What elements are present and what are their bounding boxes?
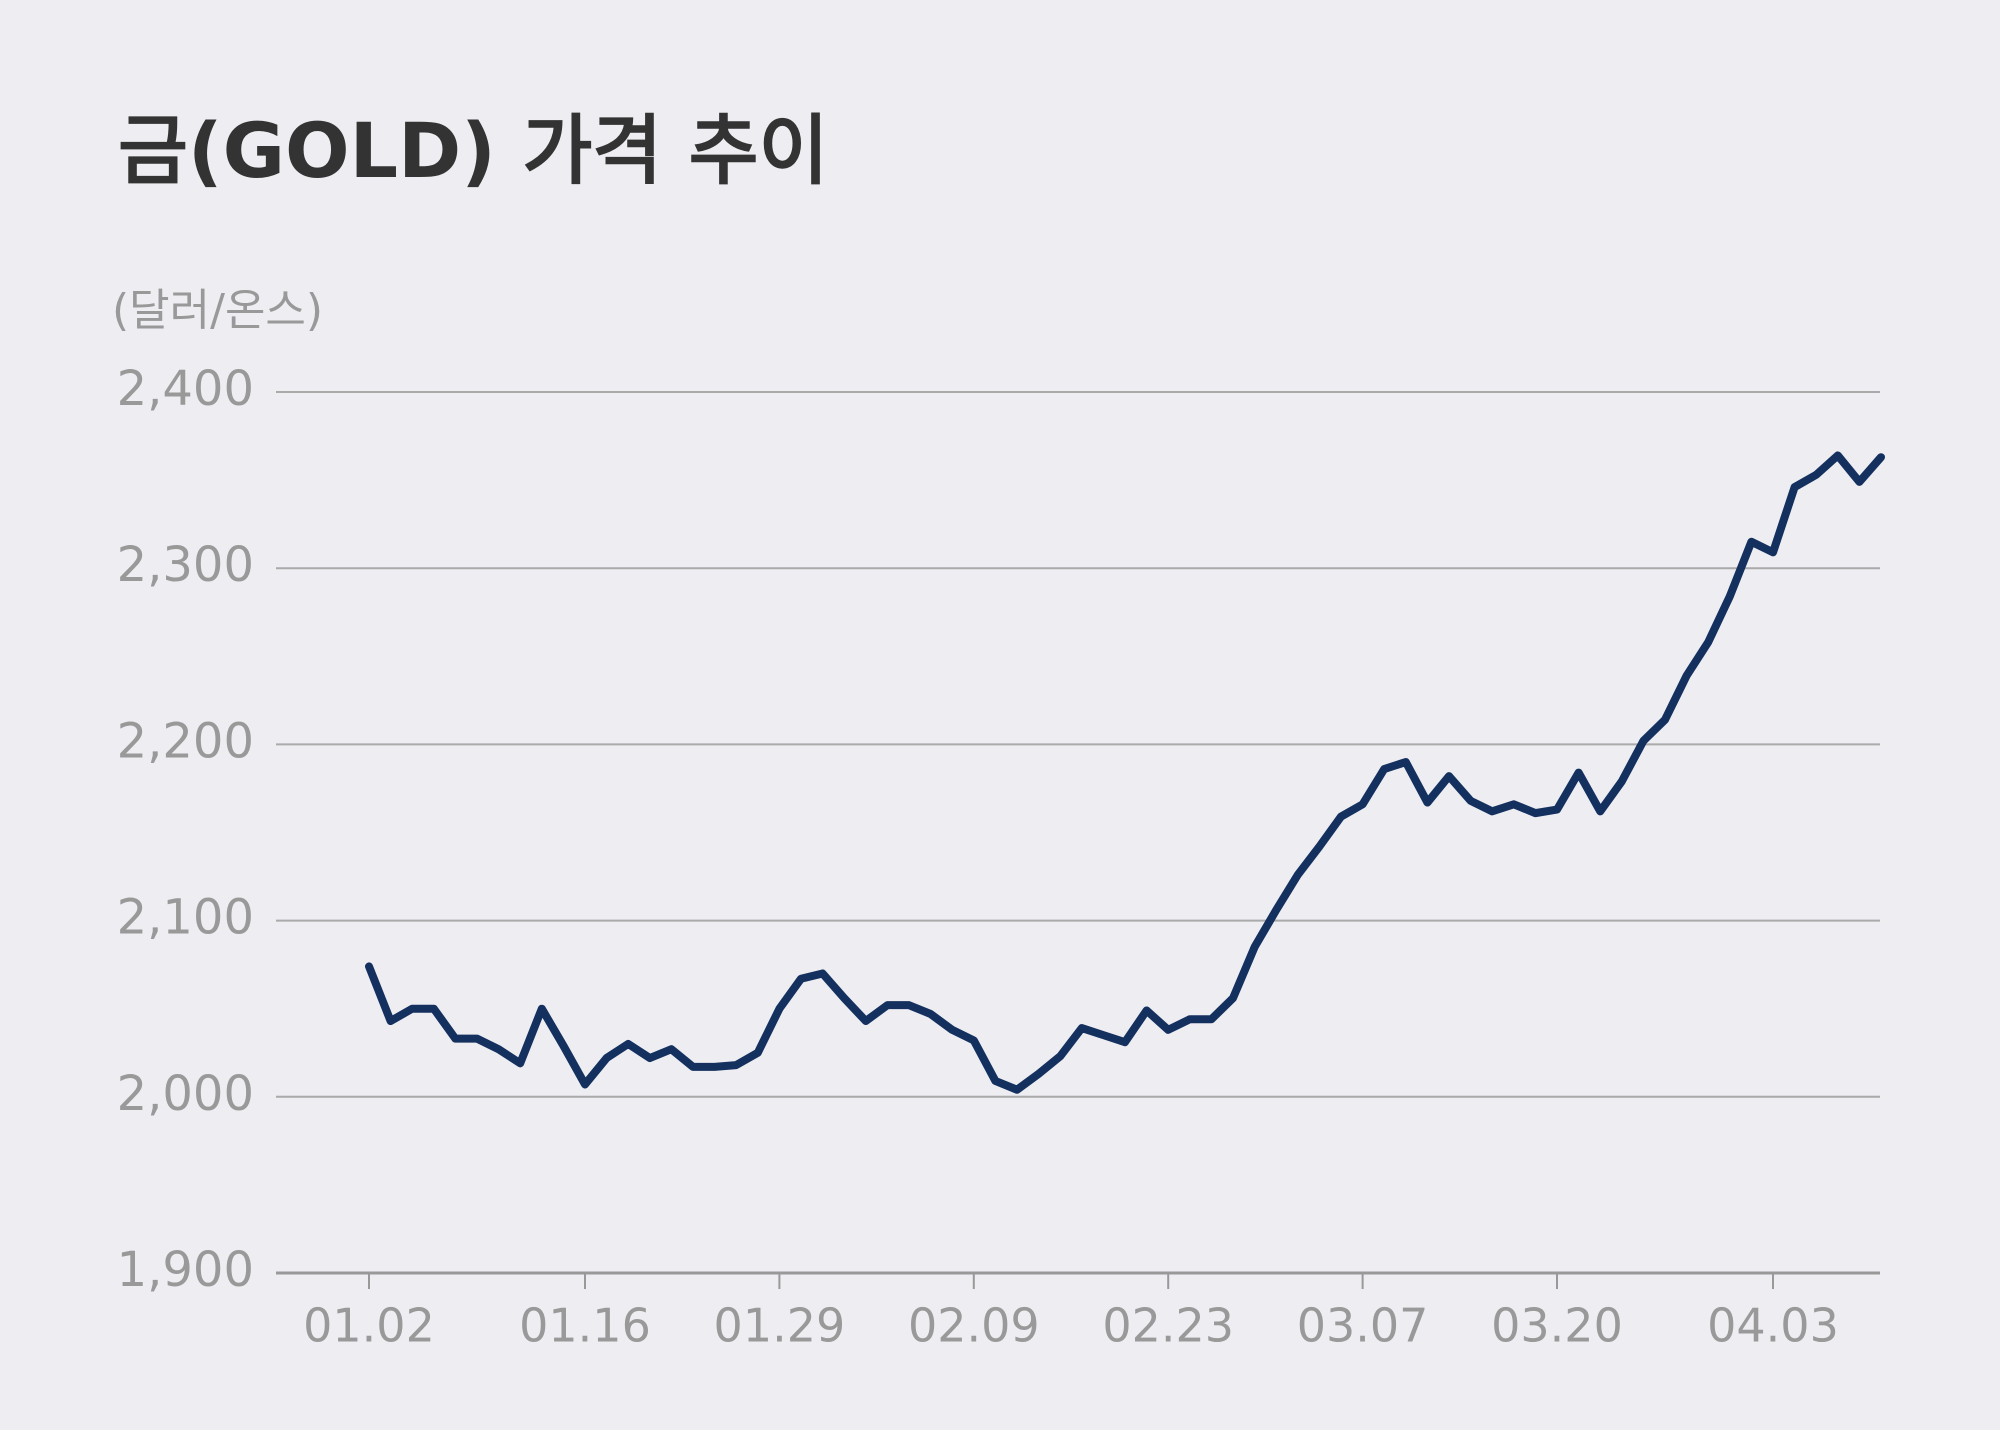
x-tick-label: 01.02 bbox=[303, 1299, 435, 1353]
price-line bbox=[365, 451, 1885, 1094]
x-tick-label: 01.29 bbox=[714, 1299, 846, 1353]
x-tick-label: 02.09 bbox=[908, 1299, 1040, 1353]
x-tick-label: 03.07 bbox=[1297, 1299, 1429, 1353]
x-tick-label: 01.16 bbox=[519, 1299, 651, 1353]
y-tick-label: 2,000 bbox=[117, 1066, 254, 1122]
y-tick-label: 1,900 bbox=[117, 1242, 254, 1298]
x-tick-label: 04.03 bbox=[1707, 1299, 1839, 1353]
x-tick-label: 03.20 bbox=[1491, 1299, 1623, 1353]
y-tick-label: 2,100 bbox=[117, 890, 254, 946]
y-axis-label: (달러/온스) bbox=[112, 285, 323, 336]
chart-title: 금(GOLD) 가격 추이 bbox=[118, 106, 829, 195]
x-tick-label: 02.23 bbox=[1102, 1299, 1234, 1353]
y-tick-label: 2,400 bbox=[117, 361, 254, 417]
y-tick-label: 2,200 bbox=[117, 713, 254, 769]
y-tick-label: 2,300 bbox=[117, 537, 254, 593]
